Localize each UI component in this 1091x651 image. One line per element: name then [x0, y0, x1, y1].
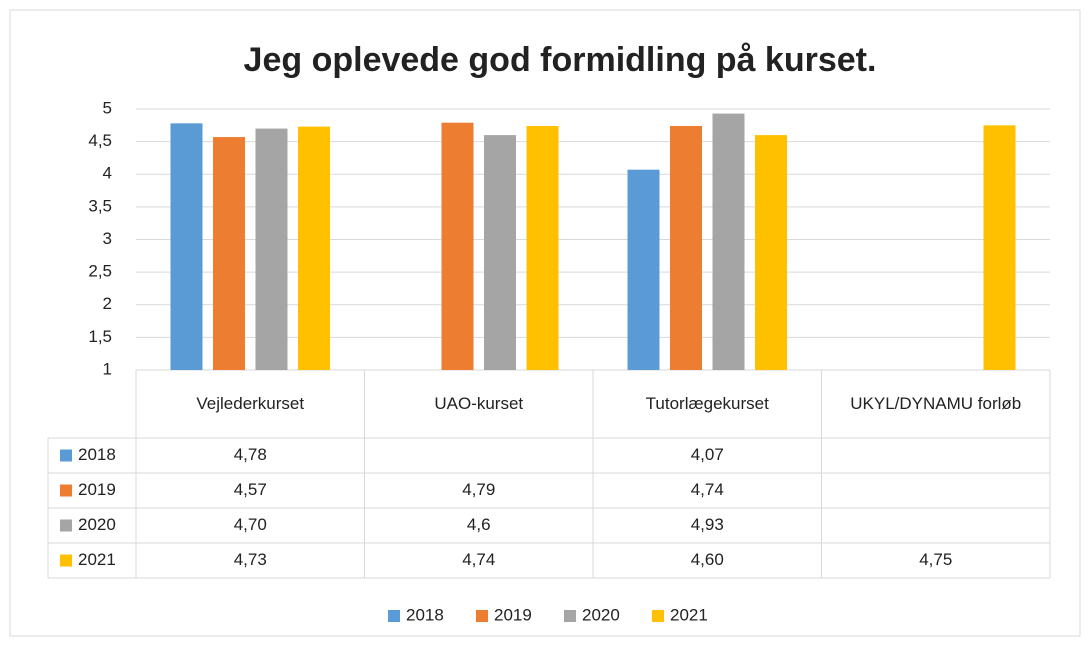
table-value: 4,60 [691, 550, 724, 569]
table-value: 4,78 [234, 445, 267, 464]
legend-label: 2019 [494, 605, 532, 624]
table-legend-swatch [60, 554, 72, 567]
table-series-name: 2018 [78, 445, 116, 464]
bar [255, 128, 288, 370]
legend-label: 2021 [670, 605, 708, 624]
y-tick-label: 1,5 [88, 327, 112, 346]
bar [983, 125, 1016, 370]
chart-title: Jeg oplevede god formidling på kurset. [244, 41, 877, 79]
legend-swatch [652, 610, 664, 622]
table-value: 4,70 [234, 515, 267, 534]
y-tick-label: 2 [103, 294, 112, 313]
x-tick-label: Tutorlægekurset [645, 394, 769, 413]
table-value: 4,07 [691, 445, 724, 464]
table-value: 4,74 [691, 480, 724, 499]
bar [755, 135, 787, 370]
bar [441, 122, 474, 370]
legend-label: 2020 [582, 605, 620, 624]
legend-swatch [476, 610, 488, 622]
y-tick-label: 1 [103, 359, 112, 378]
bar [712, 113, 745, 370]
category-cell: UAO-kurset [434, 394, 524, 413]
bar [484, 135, 516, 370]
table-legend-swatch [60, 519, 72, 532]
category-cell: Tutorlægekurset [645, 394, 769, 413]
table-value: 4,75 [919, 550, 952, 569]
category-cell: UKYL/DYNAMU forløb [850, 394, 1022, 413]
x-tick-label: UAO-kurset [434, 394, 524, 413]
table-value: 4,74 [462, 550, 495, 569]
y-tick-label: 3 [103, 229, 112, 248]
bar [526, 125, 559, 370]
legend-swatch [564, 610, 576, 622]
category-cell: Vejlederkurset [196, 394, 305, 413]
table-value: 4,73 [234, 550, 267, 569]
table-series-name: 2019 [78, 480, 116, 499]
y-tick-label: 4,5 [88, 131, 112, 150]
y-tick-label: 5 [103, 98, 112, 117]
table-value: 4,6 [467, 515, 491, 534]
table-series-name: 2021 [78, 550, 116, 569]
table-legend-swatch [60, 484, 72, 497]
y-tick-label: 3,5 [88, 196, 112, 215]
y-tick-label: 4 [103, 164, 112, 183]
table-series-name: 2020 [78, 515, 116, 534]
bar [213, 137, 245, 370]
table-legend-swatch [60, 449, 72, 462]
bar [298, 126, 330, 371]
table-value: 4,57 [234, 480, 267, 499]
y-tick-label: 2,5 [88, 262, 112, 281]
bar [627, 169, 660, 370]
table-value: 4,79 [462, 480, 495, 499]
bar [670, 125, 702, 370]
x-tick-label: Vejlederkurset [196, 394, 305, 413]
x-tick-label: UKYL/DYNAMU forløb [850, 394, 1022, 413]
legend-label: 2018 [406, 605, 444, 624]
table-value: 4,93 [691, 515, 724, 534]
legend-swatch [388, 610, 400, 622]
bar [170, 123, 203, 370]
